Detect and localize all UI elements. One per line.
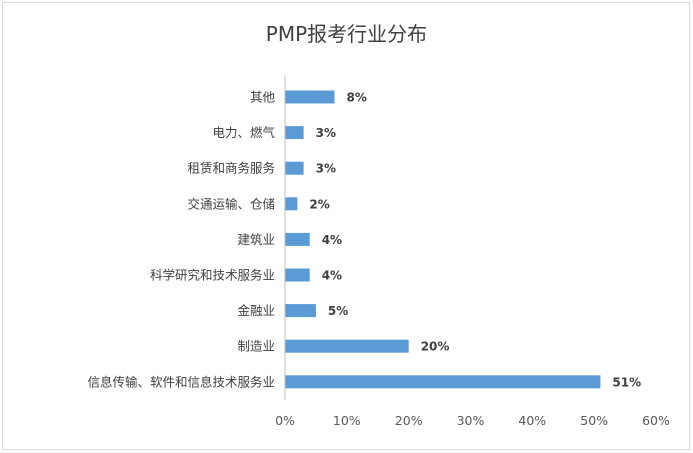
category-label: 租赁和商务服务 (187, 161, 275, 176)
x-tick-label: 20% (395, 413, 423, 428)
data-label: 51% (612, 375, 641, 389)
category-label: 信息传输、软件和信息技术服务业 (87, 374, 275, 389)
bar (285, 339, 409, 353)
x-tick-label: 0% (275, 413, 295, 428)
category-label: 金融业 (237, 303, 275, 318)
x-tick-label: 50% (580, 413, 608, 428)
data-label: 5% (328, 304, 348, 318)
bar (285, 304, 316, 318)
x-tick-label: 60% (642, 413, 670, 428)
chart-title: PMP报考行业分布 (265, 22, 428, 46)
bar (285, 126, 304, 140)
category-label: 电力、燃气 (212, 125, 275, 140)
data-label: 20% (421, 340, 450, 354)
bar (285, 161, 304, 175)
data-label: 3% (316, 162, 336, 176)
data-label: 2% (309, 197, 329, 211)
x-tick-label: 40% (518, 413, 546, 428)
category-label: 制造业 (237, 339, 275, 354)
data-label: 4% (322, 233, 342, 247)
category-label: 建筑业 (237, 232, 275, 247)
bar (285, 197, 298, 211)
x-tick-label: 10% (333, 413, 361, 428)
bar (285, 90, 335, 104)
bar (285, 232, 310, 246)
data-label: 8% (347, 91, 367, 105)
x-tick-label: 30% (457, 413, 485, 428)
category-label: 科学研究和技术服务业 (150, 268, 275, 283)
category-label: 交通运输、仓储 (187, 196, 275, 211)
category-label: 其他 (250, 90, 276, 105)
bar (285, 375, 601, 389)
data-label: 3% (316, 126, 336, 140)
data-label: 4% (322, 269, 342, 283)
bar (285, 268, 310, 282)
